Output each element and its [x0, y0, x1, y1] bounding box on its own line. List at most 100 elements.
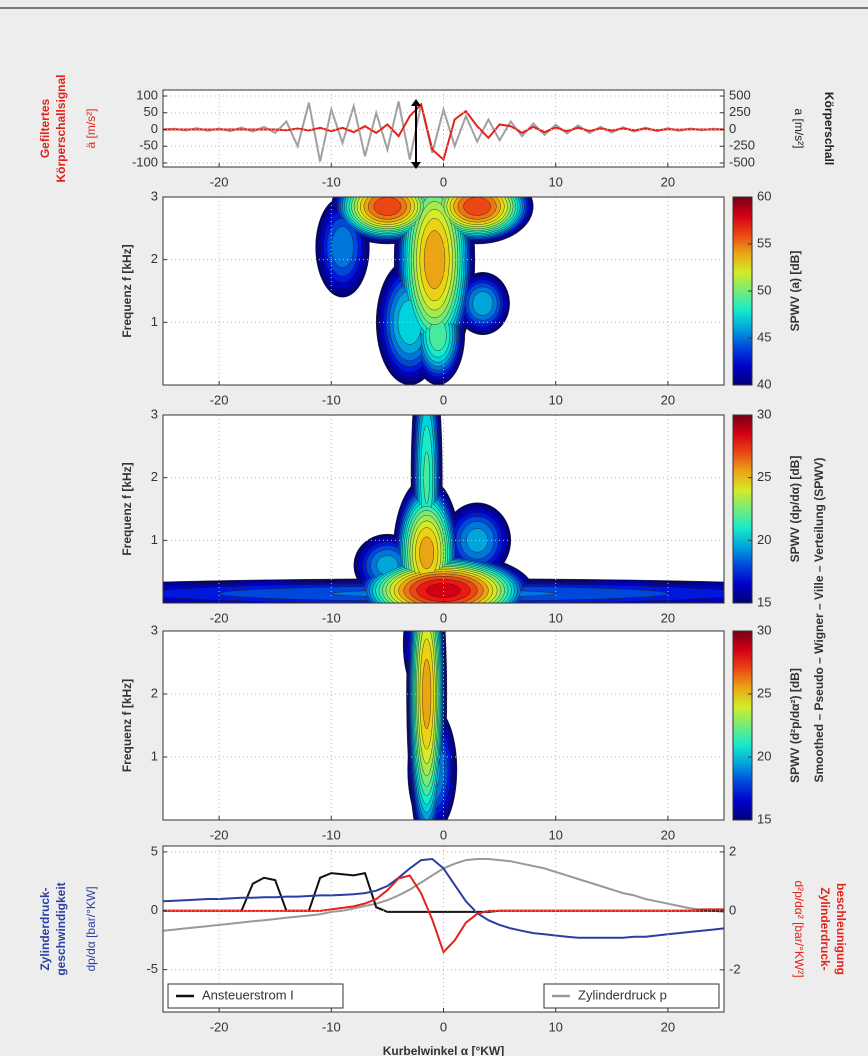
x-tick-label: 0 [440, 174, 447, 189]
colorbar [732, 630, 753, 821]
contour-level [419, 536, 435, 570]
x-tick-label: 0 [440, 392, 447, 407]
contour-level [463, 197, 491, 216]
y-axis-label: Gefiltertes [38, 98, 52, 158]
y2-axis-label: Körperschall [822, 92, 836, 165]
colorbar-label: SPWV (dp/dα) [dB] [788, 456, 802, 563]
y-tick-label: -50 [139, 138, 158, 153]
x-tick-label: -10 [322, 610, 341, 625]
y2-tick-label: -250 [729, 138, 755, 153]
plot-content [402, 631, 458, 820]
y-axis-unit: dp/dα [bar/°KW] [84, 886, 98, 971]
colorbar-label: SPWV (a) [dB] [788, 251, 802, 332]
x-tick-label: 0 [440, 827, 447, 842]
x-tick-label: 0 [440, 1019, 447, 1034]
x-tick-label: -20 [210, 1019, 229, 1034]
contour-level [373, 197, 402, 216]
colorbar-tick-label: 40 [757, 376, 771, 391]
plot-frame [162, 414, 725, 604]
series-line [163, 102, 724, 162]
contour-level [472, 291, 494, 316]
y2-axis-label: Zylinderdruck- [818, 887, 832, 970]
colorbar-tick-label: 25 [757, 469, 771, 484]
y-axis-label: Frequenz f [kHz] [120, 462, 134, 555]
contour-level [331, 226, 354, 268]
x-tick-label: 10 [548, 1019, 562, 1034]
plot-frame [162, 196, 725, 386]
arrow-head [411, 99, 421, 106]
contour-level [423, 230, 446, 289]
colorbar-tick-label: 55 [757, 235, 771, 250]
y-tick-label: -5 [146, 961, 158, 976]
colorbar-tick-label: 30 [757, 622, 771, 637]
colorbar-tick-label: 45 [757, 329, 771, 344]
contour-level [422, 658, 432, 730]
y-tick-label: 1 [151, 532, 158, 547]
colorbar [732, 414, 753, 604]
y-tick-label: 3 [151, 188, 158, 203]
plot-content [315, 197, 534, 385]
legend-box [543, 983, 720, 1009]
arrow-head [411, 162, 421, 169]
plot-frame [162, 630, 725, 821]
y-tick-label: 2 [151, 251, 158, 266]
grid [163, 846, 724, 1012]
x-tick-label: 20 [661, 610, 675, 625]
y2-tick-label: 0 [729, 902, 736, 917]
y-tick-label: 0 [151, 902, 158, 917]
plot-content [163, 101, 724, 162]
y-tick-label: 5 [151, 843, 158, 858]
y-tick-label: 1 [151, 314, 158, 329]
series-line [163, 857, 724, 939]
x-tick-label: 10 [548, 827, 562, 842]
y-tick-label: 1 [151, 748, 158, 763]
y2-tick-label: 2 [729, 843, 736, 858]
y-axis-label: Frequenz f [kHz] [120, 244, 134, 337]
colorbar-tick-label: 15 [757, 811, 771, 826]
colorbar-tick-label: 20 [757, 748, 771, 763]
y2-axis-unit: a [m/s²] [792, 108, 806, 148]
colorbar-tick-label: 20 [757, 532, 771, 547]
colorbar-tick-label: 30 [757, 406, 771, 421]
y-tick-label: 3 [151, 622, 158, 637]
x-tick-label: -10 [322, 827, 341, 842]
y2-tick-label: 250 [729, 104, 751, 119]
y2-tick-label: -500 [729, 154, 755, 169]
x-tick-label: 10 [548, 610, 562, 625]
y2-tick-label: 500 [729, 87, 751, 102]
colorbar-tick-label: 60 [757, 188, 771, 203]
y-tick-label: 50 [144, 104, 158, 119]
y-axis-label: Körperschallsignal [54, 74, 68, 182]
y-axis-label: geschwindigkeit [54, 882, 68, 975]
x-tick-label: 10 [548, 392, 562, 407]
y-tick-label: 2 [151, 685, 158, 700]
x-tick-label: 20 [661, 1019, 675, 1034]
x-tick-label: 0 [440, 610, 447, 625]
y-tick-label: 0 [151, 121, 158, 136]
colorbar-tick-label: 50 [757, 282, 771, 297]
x-tick-label: 10 [548, 174, 562, 189]
x-tick-label: -20 [210, 392, 229, 407]
x-tick-label: 20 [661, 827, 675, 842]
y-tick-label: 100 [136, 87, 158, 102]
colorbar-label: SPWV (d²p/dα²) [dB] [788, 668, 802, 783]
y-tick-label: 3 [151, 406, 158, 421]
x-tick-label: 20 [661, 174, 675, 189]
y-axis-label: Zylinderdruck- [38, 887, 52, 970]
plot-frame [162, 89, 725, 168]
contour-level [466, 528, 489, 553]
y-axis-unit: ä [m/s²] [84, 108, 98, 148]
legend-box [167, 983, 344, 1009]
x-tick-label: -20 [210, 610, 229, 625]
y2-axis-label: beschleunigung [834, 883, 848, 975]
x-tick-label: -10 [322, 174, 341, 189]
grid [163, 90, 724, 167]
series-line [163, 874, 724, 954]
x-tick-label: 20 [661, 392, 675, 407]
plot-frame [162, 845, 725, 1013]
y2-axis-unit: d²p/dα² [bar/°KW²] [792, 880, 806, 977]
colorbar-tick-label: 25 [757, 685, 771, 700]
plot-content [163, 415, 724, 603]
